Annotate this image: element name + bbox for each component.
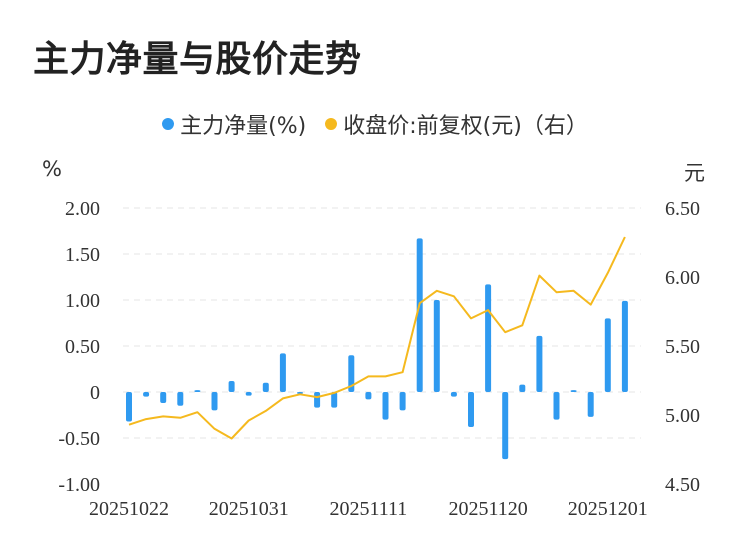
left-axis-ticks: 2.00 1.50 1.00 0.50 0 -0.50 -1.00 [58,198,100,496]
left-tick-label: 0 [90,382,100,404]
bar-mark[interactable] [536,335,543,392]
bar-mark[interactable] [245,392,252,396]
bar-mark[interactable] [228,380,235,392]
left-axis-unit: % [42,157,62,181]
left-tick-label: -0.50 [58,428,100,450]
bar-mark[interactable] [143,392,150,397]
bar-mark[interactable] [211,392,218,411]
bar-mark[interactable] [485,284,492,392]
bar-mark[interactable] [297,392,303,394]
bar-mark[interactable] [570,390,577,392]
right-tick-label: 5.50 [665,336,700,358]
bar-mark[interactable] [177,392,184,406]
left-tick-label: 2.00 [65,198,100,220]
right-axis-unit: 元 [684,161,705,185]
right-tick-label: 6.50 [665,198,700,220]
bar-mark[interactable] [519,384,526,392]
left-tick-label: -1.00 [58,474,100,496]
x-tick-label: 20251022 [89,498,169,520]
left-tick-label: 1.00 [65,290,100,312]
right-axis-ticks: 6.50 6.00 5.50 5.00 4.50 [665,198,700,496]
bar-mark[interactable] [399,392,406,411]
bar-mark[interactable] [604,318,611,392]
bar-mark[interactable] [126,392,132,422]
grid-layer [123,207,641,439]
legend-bar-label: 主力净量(%) [180,114,307,139]
legend-line-label: 收盘价:前复权(元)（右） [343,114,588,139]
bar-mark[interactable] [502,392,509,460]
bar-mark[interactable] [314,392,321,408]
bar-mark[interactable] [365,392,372,400]
line-series [128,236,626,440]
x-tick-label: 20251201 [568,498,648,520]
legend-line-dot-icon [325,118,338,130]
x-axis-ticks: 20251022 20251031 20251111 20251120 20251201 [89,498,648,520]
bar-mark[interactable] [160,392,167,404]
bar-mark[interactable] [331,392,338,408]
legend: 主力净量(%) 收盘价:前复权(元)（右） [0,108,750,140]
right-tick-label: 4.50 [665,474,700,496]
bar-mark[interactable] [262,382,269,392]
bar-mark[interactable] [468,392,474,427]
bar-mark[interactable] [279,353,286,392]
price-line[interactable] [128,236,626,440]
bar-mark[interactable] [621,300,628,392]
bar-mark[interactable] [416,238,423,392]
bar-mark[interactable] [194,390,201,392]
x-tick-label: 20251120 [448,498,527,520]
x-tick-label: 20251031 [209,498,289,520]
bar-mark[interactable] [553,392,560,420]
bar-series [126,238,628,460]
left-tick-label: 1.50 [65,244,100,266]
x-tick-label: 20251111 [330,498,408,520]
right-tick-label: 6.00 [665,267,700,289]
right-tick-label: 5.00 [665,405,700,427]
left-tick-label: 0.50 [65,336,100,358]
legend-item-line[interactable]: 收盘价:前复权(元)（右） [325,108,588,140]
page-title: 主力净量与股价走势 [33,39,362,80]
legend-bar-dot-icon [162,118,175,130]
bar-mark[interactable] [382,392,389,420]
bar-mark[interactable] [348,355,355,392]
bar-mark[interactable] [587,392,594,417]
bar-mark[interactable] [433,300,440,392]
bar-mark[interactable] [450,392,457,397]
legend-item-bar[interactable]: 主力净量(%) [162,108,306,140]
